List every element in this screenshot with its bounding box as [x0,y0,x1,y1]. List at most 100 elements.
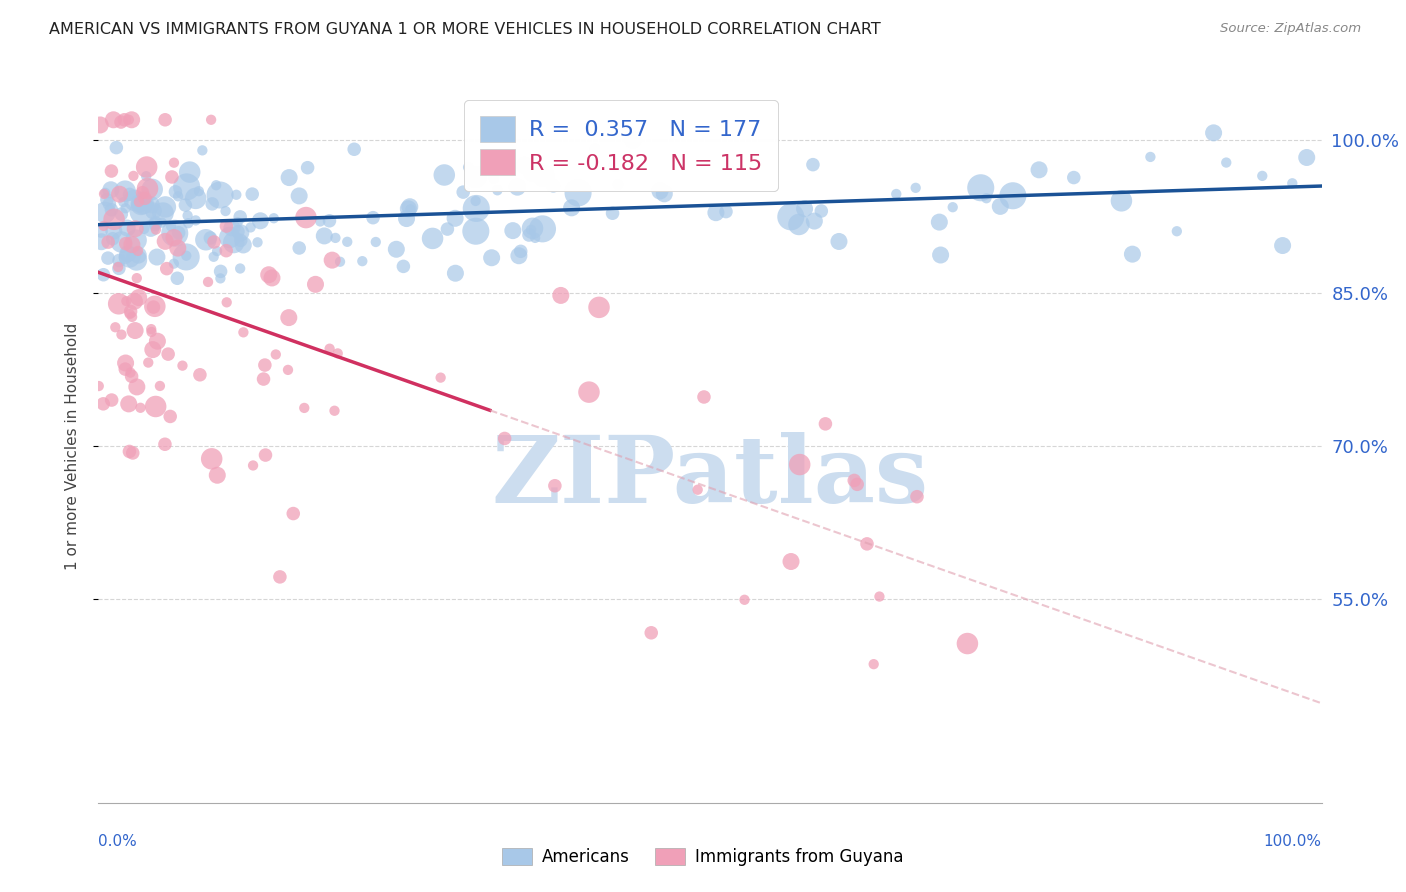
Point [202,235,225,249]
Point [1202,126,1225,140]
Point [517,227,540,242]
Point [652,186,675,201]
Point [336,235,359,249]
Point [844,474,866,488]
Point [789,458,811,472]
Point [163,155,186,169]
Point [215,219,238,233]
Point [128,291,150,305]
Point [704,205,727,219]
Point [110,115,132,129]
Point [583,142,606,156]
Point [292,401,315,415]
Point [100,202,122,217]
Point [91,397,114,411]
Text: AMERICAN VS IMMIGRANTS FROM GUYANA 1 OR MORE VEHICLES IN HOUSEHOLD CORRELATION C: AMERICAN VS IMMIGRANTS FROM GUYANA 1 OR … [49,22,882,37]
Point [1063,170,1085,185]
Point [108,261,131,276]
Point [114,356,136,370]
Point [976,191,998,205]
Point [1166,224,1188,238]
Point [929,248,952,262]
Point [110,327,132,342]
Point [429,370,451,384]
Point [314,228,336,243]
Point [218,230,240,244]
Point [136,181,159,195]
Point [184,191,207,205]
Point [321,253,343,268]
Text: Source: ZipAtlas.com: Source: ZipAtlas.com [1220,22,1361,36]
Point [221,221,243,235]
Point [121,237,143,252]
Point [114,362,136,376]
Point [112,195,135,210]
Point [392,260,415,274]
Point [105,140,128,154]
Point [107,297,129,311]
Point [97,235,120,249]
Point [146,334,169,348]
Point [352,254,374,268]
Point [132,196,155,211]
Point [135,169,157,184]
Point [104,320,127,334]
Point [260,271,283,285]
Point [329,254,352,268]
Point [141,182,163,196]
Point [249,214,271,228]
Point [828,235,851,249]
Point [142,343,165,357]
Point [868,590,890,604]
Point [543,178,565,193]
Point [124,324,146,338]
Point [451,185,474,199]
Point [506,180,529,194]
Legend: Americans, Immigrants from Guyana: Americans, Immigrants from Guyana [494,840,912,875]
Point [167,189,190,203]
Point [118,187,141,202]
Point [118,444,141,458]
Point [325,231,347,245]
Point [343,142,366,156]
Point [464,194,486,208]
Point [93,186,115,201]
Point [160,169,183,184]
Point [444,266,467,280]
Point [524,231,547,245]
Point [121,310,143,324]
Point [222,235,245,250]
Point [136,355,159,369]
Point [464,170,486,185]
Point [460,163,482,178]
Point [263,211,285,226]
Point [1139,150,1161,164]
Point [128,194,150,209]
Legend: R =  0.357   N = 177, R = -0.182   N = 115: R = 0.357 N = 177, R = -0.182 N = 115 [464,100,778,191]
Point [124,194,146,208]
Point [215,295,238,310]
Point [846,477,869,491]
Point [153,235,176,249]
Point [226,215,249,229]
Point [520,223,543,237]
Point [118,112,141,127]
Point [120,366,142,380]
Point [121,446,143,460]
Point [90,235,112,249]
Point [124,294,146,309]
Point [165,185,187,199]
Point [125,380,148,394]
Point [1295,151,1317,165]
Point [194,233,217,247]
Point [1251,169,1274,183]
Point [108,253,131,268]
Point [149,379,172,393]
Point [100,183,122,197]
Point [115,294,138,309]
Point [112,112,135,127]
Point [93,268,115,282]
Point [422,231,444,245]
Point [288,189,311,203]
Point [163,257,186,271]
